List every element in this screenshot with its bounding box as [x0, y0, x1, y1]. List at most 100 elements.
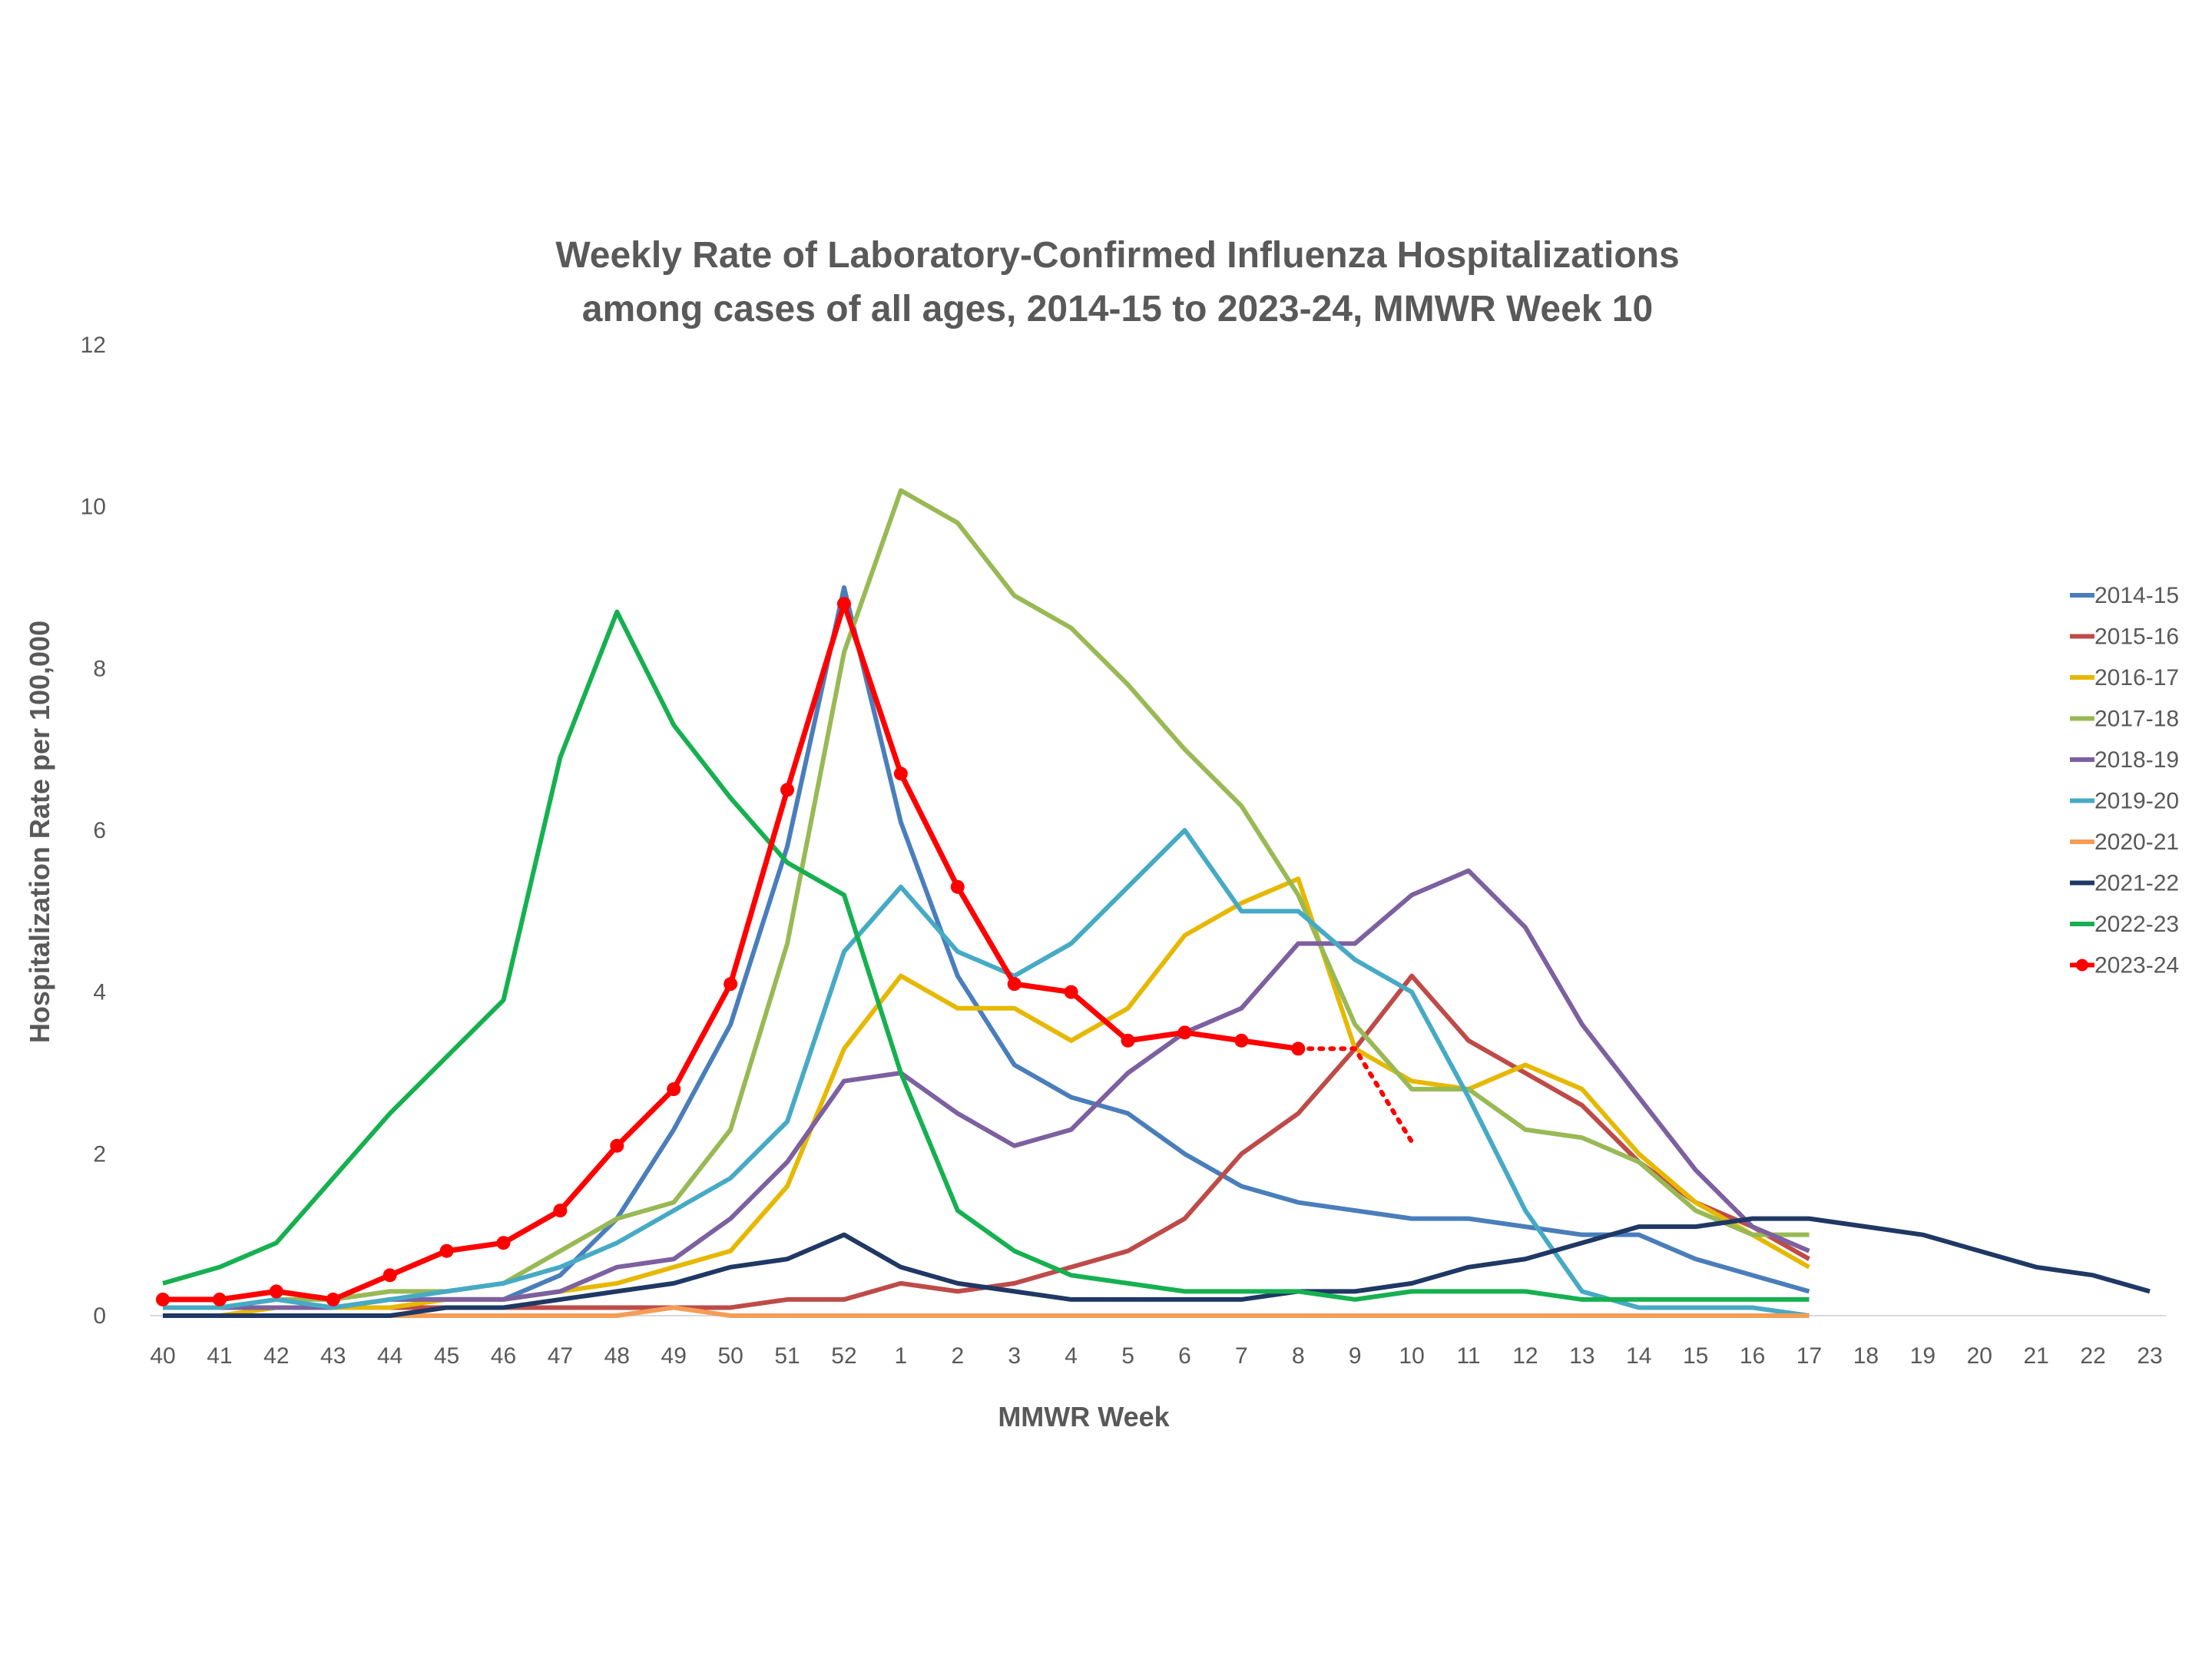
legend-item: 2016-17: [2070, 665, 2179, 690]
series-2019-20: [163, 828, 1810, 1318]
y-tick-label: 6: [93, 818, 106, 843]
data-point: [610, 1138, 624, 1153]
series-line: [163, 868, 1810, 1310]
series-line: [162, 609, 1810, 1302]
legend-label: 2018-19: [2094, 747, 2179, 773]
series-2021-22: [163, 1216, 2151, 1318]
data-point: [212, 1292, 227, 1306]
x-tick-label: 9: [1349, 1343, 1362, 1369]
legend-marker: [2076, 959, 2088, 972]
x-tick-label: 51: [774, 1343, 800, 1369]
data-point: [1064, 985, 1078, 999]
x-tick-label: 1: [895, 1343, 908, 1369]
x-tick-label: 18: [1853, 1343, 1879, 1369]
x-tick-label: 47: [548, 1343, 573, 1369]
x-tick-label: 4: [1065, 1343, 1078, 1369]
x-tick-label: 3: [1008, 1343, 1021, 1369]
y-tick-label: 2: [93, 1141, 106, 1167]
legend-item: 2019-20: [2070, 789, 2179, 814]
y-tick-label: 4: [93, 980, 106, 1005]
series-line: [163, 1305, 1810, 1318]
legend-label: 2020-21: [2094, 830, 2179, 855]
x-tick-label: 12: [1512, 1343, 1538, 1369]
chart-title-line-2: among cases of all ages, 2014-15 to 2023…: [582, 289, 1653, 329]
data-point: [1121, 1033, 1135, 1048]
x-tick-label: 23: [2137, 1343, 2162, 1369]
y-tick-label: 12: [81, 333, 106, 358]
legend-item: 2021-22: [2070, 871, 2179, 896]
data-point: [667, 1082, 681, 1097]
x-tick-label: 16: [1740, 1343, 1765, 1369]
x-tick-label: 45: [434, 1343, 459, 1369]
data-point: [156, 1292, 170, 1306]
series-2022-23: [162, 609, 1810, 1302]
legend-label: 2021-22: [2094, 871, 2179, 896]
x-tick-label: 52: [831, 1343, 856, 1369]
x-tick-label: 15: [1683, 1343, 1708, 1369]
legend-item: 2015-16: [2070, 624, 2179, 650]
x-tick-label: 21: [2023, 1343, 2048, 1369]
series-2018-19: [163, 868, 1810, 1310]
legend-item: 2014-15: [2070, 583, 2179, 608]
data-point: [950, 879, 965, 894]
series-line: [163, 973, 1811, 1310]
series-2014-15: [163, 585, 1810, 1310]
x-tick-label: 49: [661, 1343, 687, 1369]
x-tick-label: 20: [1967, 1343, 1992, 1369]
x-tick-label: 2: [951, 1343, 964, 1369]
data-point: [1234, 1033, 1249, 1048]
legend-label: 2015-16: [2094, 624, 2179, 650]
legend-item: 2022-23: [2070, 912, 2179, 937]
series-2023-24: [156, 597, 1415, 1306]
series-line: [163, 828, 1810, 1318]
data-point: [382, 1268, 397, 1283]
x-tick-label: 7: [1235, 1343, 1248, 1369]
series-line: [163, 585, 1810, 1310]
series-line: [163, 488, 1810, 1310]
projection-line: [1296, 1046, 1415, 1144]
legend-label: 2016-17: [2094, 665, 2179, 690]
data-point: [1291, 1041, 1306, 1056]
legend-item: 2018-19: [2070, 747, 2179, 773]
x-tick-label: 22: [2080, 1343, 2105, 1369]
legend-label: 2014-15: [2094, 583, 2179, 608]
x-tick-label: 13: [1569, 1343, 1594, 1369]
x-axis-title: MMWR Week: [998, 1401, 1170, 1432]
x-tick-label: 6: [1178, 1343, 1191, 1369]
x-tick-label: 41: [207, 1343, 232, 1369]
data-point: [724, 977, 738, 992]
legend-item: 2017-18: [2070, 707, 2179, 732]
data-point: [553, 1204, 568, 1218]
data-point: [893, 767, 908, 781]
data-point: [1177, 1025, 1192, 1040]
legend-item: 2020-21: [2070, 830, 2179, 855]
data-point: [269, 1284, 283, 1299]
series-2020-21: [163, 1305, 1810, 1318]
x-tick-label: 5: [1121, 1343, 1134, 1369]
y-axis-title: Hospitalization Rate per 100,000: [24, 621, 55, 1043]
x-tick-label: 42: [263, 1343, 289, 1369]
legend-label: 2019-20: [2094, 789, 2179, 814]
chart-title-line-1: Weekly Rate of Laboratory-Confirmed Infl…: [555, 235, 1679, 276]
series-2015-16: [163, 973, 1811, 1310]
series-line: [163, 601, 1299, 1303]
x-tick-label: 43: [320, 1343, 346, 1369]
data-point: [326, 1292, 340, 1306]
data-point: [780, 783, 795, 797]
x-tick-label: 50: [717, 1343, 743, 1369]
x-tick-label: 19: [1910, 1343, 1936, 1369]
x-tick-label: 8: [1292, 1343, 1305, 1369]
x-tick-label: 10: [1399, 1343, 1424, 1369]
data-point: [836, 597, 851, 611]
legend-label: 2017-18: [2094, 707, 2179, 732]
x-tick-label: 48: [604, 1343, 630, 1369]
x-tick-label: 11: [1456, 1343, 1480, 1369]
y-tick-label: 0: [93, 1303, 106, 1329]
data-point: [1007, 977, 1022, 992]
series-line: [163, 1216, 2151, 1318]
x-tick-label: 14: [1626, 1343, 1651, 1369]
data-point: [439, 1243, 454, 1258]
x-tick-label: 46: [491, 1343, 516, 1369]
x-tick-label: 44: [377, 1343, 402, 1369]
